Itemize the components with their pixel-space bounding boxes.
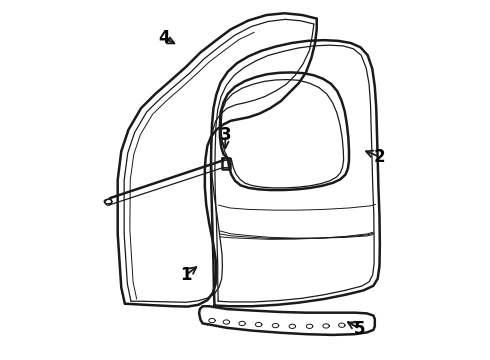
Text: 4: 4 <box>158 30 170 48</box>
Text: 3: 3 <box>220 126 231 144</box>
Text: 5: 5 <box>354 320 366 338</box>
Text: 1: 1 <box>180 266 192 284</box>
Text: 2: 2 <box>374 148 385 166</box>
